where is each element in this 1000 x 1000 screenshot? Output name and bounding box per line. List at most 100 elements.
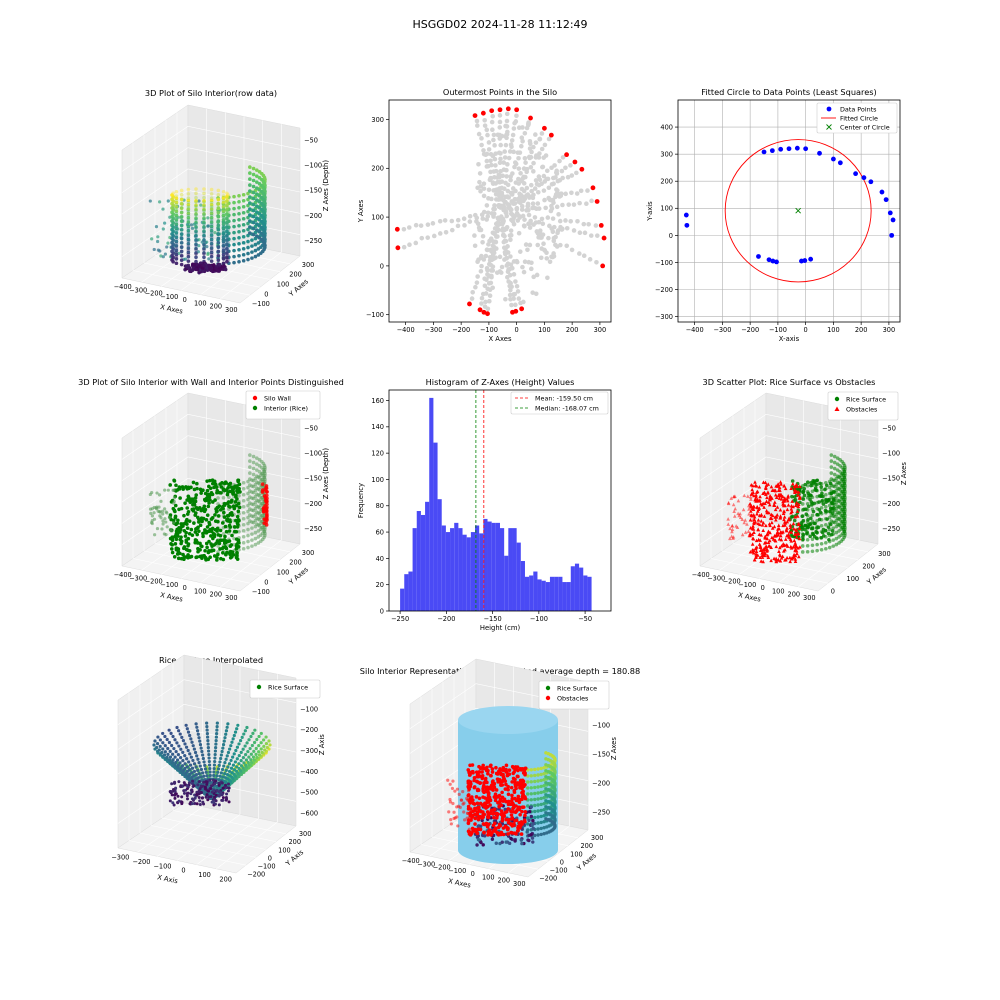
surface-point — [198, 802, 202, 806]
scatter-point — [232, 194, 236, 199]
scatter-point — [237, 253, 241, 258]
scan-point — [484, 217, 489, 222]
surface-point — [236, 771, 240, 775]
scatter-point — [209, 211, 214, 216]
scatter-point — [221, 235, 226, 240]
surface-point — [224, 757, 228, 761]
surface-point — [232, 733, 236, 738]
scatter-point — [194, 242, 198, 247]
panel-3d-wall-interior: 3D Plot of Silo Interior with Wall and I… — [78, 377, 344, 604]
surface-point — [203, 763, 207, 767]
scatter-point — [255, 174, 259, 178]
scatter-point — [248, 471, 252, 475]
interior-point — [158, 514, 162, 518]
scatter-point — [225, 216, 229, 221]
rice-surface-point — [536, 833, 540, 837]
surface-point — [217, 763, 221, 767]
x-tick-label: 300 — [225, 306, 238, 314]
scan-point — [529, 260, 534, 266]
scan-point — [474, 280, 480, 285]
scatter-point — [251, 190, 256, 195]
scan-point — [486, 147, 492, 152]
scatter-point — [250, 526, 254, 530]
scatter-point — [170, 236, 174, 241]
surface-point — [170, 743, 174, 748]
scatter-point — [166, 199, 170, 203]
scatter-point — [174, 205, 179, 209]
scan-point — [475, 274, 480, 279]
surface-point — [180, 735, 184, 739]
outermost-point — [564, 152, 569, 158]
scatter-point — [179, 210, 184, 214]
surface-point — [195, 754, 199, 758]
scan-point — [593, 223, 599, 228]
scatter-point — [156, 239, 160, 244]
interior-point — [218, 528, 223, 533]
x-tick-label: −400 — [686, 326, 704, 334]
scatter-point — [237, 247, 241, 252]
interior-point — [170, 535, 175, 539]
scatter-point — [186, 235, 191, 240]
scatter-point — [221, 257, 226, 261]
scatter-point — [186, 202, 191, 207]
y-tick-label: 0 — [380, 607, 384, 615]
surface-point — [219, 771, 224, 775]
interior-point — [159, 499, 163, 503]
rice-surface-point — [829, 519, 834, 523]
data-point — [861, 175, 867, 181]
scatter-point — [209, 207, 214, 211]
y-tick-label: 0 — [560, 858, 564, 866]
scatter-point — [202, 230, 206, 235]
scatter-point — [217, 263, 222, 267]
surface-point — [251, 731, 255, 735]
scatter-point — [174, 226, 179, 231]
scatter-point — [186, 250, 191, 255]
scatter-point — [150, 237, 154, 241]
histogram-bar — [400, 588, 405, 611]
scatter-point — [248, 465, 252, 469]
surface-point — [163, 734, 167, 739]
surface-point — [212, 766, 216, 771]
rice-surface-point — [476, 837, 481, 842]
scatter-point — [216, 496, 220, 500]
rice-surface-point — [539, 778, 543, 783]
outermost-point — [548, 132, 554, 138]
surface-point — [215, 728, 219, 732]
legend-label-center: Center of Circle — [840, 123, 890, 131]
interior-point — [165, 525, 169, 529]
scan-point — [559, 191, 564, 196]
surface-point — [167, 740, 172, 745]
surface-point — [223, 772, 227, 776]
scan-point — [484, 164, 490, 169]
surface-point — [191, 758, 195, 763]
surface-point — [213, 795, 217, 799]
histogram-bar — [462, 534, 467, 611]
surface-point — [257, 734, 261, 739]
scatter-point — [232, 242, 236, 247]
scan-point — [508, 237, 513, 243]
histogram-bar — [545, 582, 550, 611]
rice-surface-point — [829, 459, 834, 463]
plot-title: 3D Plot of Silo Interior(row data) — [145, 88, 277, 98]
x-tick-label: 200 — [498, 877, 511, 885]
z-tick-label: −250 — [882, 525, 900, 533]
surface-point — [235, 757, 239, 761]
scan-point — [511, 296, 516, 301]
surface-point — [257, 750, 261, 754]
interior-point — [194, 505, 199, 510]
histogram-bar — [416, 511, 421, 611]
obstacle-point — [473, 822, 477, 826]
interior-point — [186, 543, 190, 548]
scan-point — [569, 173, 575, 178]
rice-surface-point — [526, 786, 530, 790]
rice-surface-point — [824, 546, 828, 551]
scatter-point — [209, 224, 214, 229]
surface-point — [170, 782, 174, 786]
x-tick-label: 100 — [827, 326, 840, 334]
rice-surface-point — [536, 779, 540, 783]
scatter-point — [186, 224, 191, 229]
scan-point — [483, 253, 489, 259]
data-point — [803, 146, 809, 152]
scatter-point — [225, 212, 229, 216]
surface-point — [177, 799, 181, 803]
